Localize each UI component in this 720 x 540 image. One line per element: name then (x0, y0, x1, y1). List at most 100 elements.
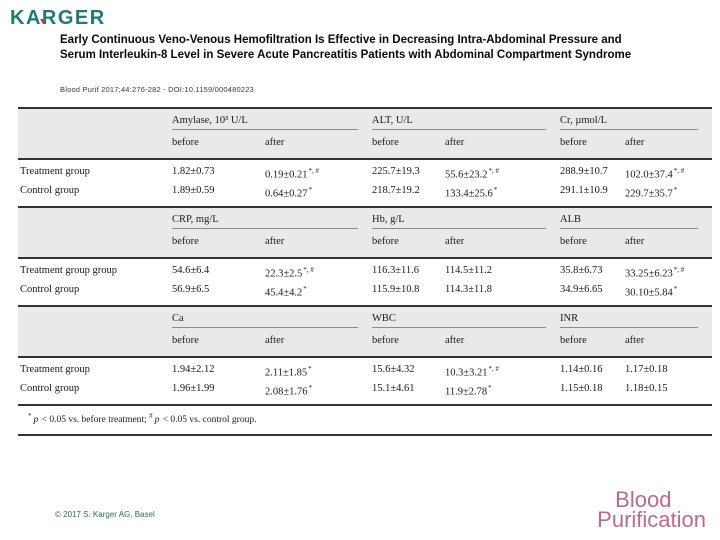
significance-marker: *, # (488, 365, 500, 373)
significance-marker: * (308, 185, 313, 194)
subheader-after: after (445, 137, 465, 148)
value-text: 225.7±19.3 (372, 166, 420, 177)
footnote-p-symbol: p (33, 415, 39, 426)
value-cell: 45.4±4.2* (265, 282, 372, 301)
column-group-header: ALB (560, 214, 698, 229)
value-cell: 15.6±4.32 (372, 362, 445, 381)
value-text: 115.9±10.8 (372, 283, 420, 295)
empty-corner-cell (18, 313, 172, 335)
subheader-before: before (560, 236, 587, 247)
empty-corner-cell (18, 115, 172, 137)
significance-marker: * (303, 284, 307, 293)
column-group-cell: ALB (560, 214, 712, 236)
value-text: 33.25±6.23 (625, 268, 673, 280)
subheader-before: before (560, 137, 587, 148)
subheader-before: before (560, 335, 587, 346)
value-text: 288.9±10.7 (560, 166, 608, 177)
column-group-header: Amylase, 10³ U/L (172, 115, 358, 130)
copyright-text: © 2017 S. Karger AG, Basel (55, 510, 155, 519)
table-section-body: Treatment group 1.94±2.12 2.11±1.85* 15.6±4… (18, 356, 712, 404)
value-text: 15.6±4.32 (372, 364, 415, 375)
subheader-row: before after before after before after (18, 236, 712, 257)
table-section-header-band: Amylase, 10³ U/L ALT, U/L Cr, µmol/L before… (18, 107, 712, 158)
empty-corner-cell (18, 214, 172, 236)
empty-corner-cell (18, 137, 172, 158)
column-group-header: Ca (172, 313, 358, 328)
significance-marker: * (493, 185, 498, 194)
value-text: 114.5±11.2 (445, 265, 492, 276)
column-group-row: CRP, mg/L Hb, g/L ALB (18, 208, 712, 236)
column-group-row: Amylase, 10³ U/L ALT, U/L Cr, µmol/L (18, 109, 712, 137)
value-cell: 133.4±25.6* (445, 183, 560, 202)
column-group-header: WBC (372, 313, 546, 328)
subheader-before: before (172, 137, 199, 148)
significance-marker: * (488, 383, 492, 392)
value-text: 2.08±1.76 (265, 386, 308, 397)
table-section-header-band: Ca WBC INR before after before after before afte… (18, 305, 712, 356)
subheader-after: after (265, 335, 285, 346)
value-cell: 33.25±6.23*, # (625, 263, 712, 282)
subheader-before: before (372, 137, 399, 148)
value-cell: 35.8±6.73 (560, 263, 625, 282)
column-group-header: Cr, µmol/L (560, 115, 698, 130)
value-text: 0.64±0.27 (265, 188, 308, 199)
significance-marker: * (673, 185, 678, 194)
value-text: 1.17±0.18 (625, 364, 668, 375)
value-cell: 34.9±6.65 (560, 282, 625, 301)
value-text: 218.7±19.2 (372, 184, 420, 196)
significance-marker: * (308, 365, 312, 373)
row-label: Control group (20, 382, 80, 394)
table-footnote: * p < 0.05 vs. before treatment; # p < 0.0… (18, 404, 712, 437)
subheader-after: after (265, 137, 285, 148)
value-text: 229.7±35.7 (625, 188, 673, 199)
significance-marker: *, # (488, 167, 500, 175)
value-text: 102.0±37.4 (625, 169, 673, 181)
table-row: Treatment group group 54.6±6.4 22.3±2.5*, … (18, 263, 712, 282)
column-group-row: Ca WBC INR (18, 307, 712, 335)
subheader-after: after (625, 137, 645, 148)
value-cell: 288.9±10.7 (560, 164, 625, 183)
value-cell: 1.82±0.73 (172, 164, 265, 183)
value-cell: 229.7±35.7* (625, 183, 712, 202)
value-text: 1.18±0.15 (625, 382, 668, 394)
value-cell: 10.3±3.21*, # (445, 362, 560, 381)
value-text: 0.19±0.21 (265, 169, 308, 181)
significance-marker: *, # (673, 167, 685, 175)
footnote-text-2: < 0.05 vs. control group. (160, 415, 257, 426)
citation-doi: Blood Purif 2017;44:276-282 - DOI:10.115… (60, 85, 254, 94)
value-cell: 102.0±37.4*, # (625, 164, 712, 183)
value-text: 15.1±4.61 (372, 382, 415, 394)
value-text: 1.14±0.16 (560, 364, 603, 375)
value-text: 2.11±1.85 (265, 367, 308, 379)
subheader-row: before after before after before after (18, 335, 712, 356)
row-label: Control group (20, 184, 80, 196)
value-text: 1.94±2.12 (172, 364, 215, 375)
value-text: 133.4±25.6 (445, 188, 493, 199)
value-cell: 115.9±10.8 (372, 282, 445, 301)
table-row: Control group 1.89±0.59 0.64±0.27* 218.7±19… (18, 183, 712, 202)
slide-title: Early Continuous Veno-Venous Hemofiltrat… (60, 34, 632, 62)
value-text: 56.9±6.5 (172, 283, 210, 295)
column-group-header: ALT, U/L (372, 115, 546, 130)
column-group-cell: Amylase, 10³ U/L (172, 115, 372, 137)
table-section-header-band: CRP, mg/L Hb, g/L ALB before after before afte… (18, 206, 712, 257)
value-text: 1.82±0.73 (172, 166, 215, 177)
subheader-after: after (265, 236, 285, 247)
table-section-body: Treatment group 1.82±0.73 0.19±0.21*, #225… (18, 158, 712, 206)
footnote-text-1: < 0.05 vs. before treatment; (39, 415, 150, 426)
value-cell: 291.1±10.9 (560, 183, 625, 202)
subheader-after: after (625, 236, 645, 247)
column-group-cell: WBC (372, 313, 560, 335)
row-label: Treatment group (20, 166, 90, 177)
subheader-before: before (372, 335, 399, 346)
table-row: Treatment group 1.94±2.12 2.11±1.85* 15.6±4… (18, 362, 712, 381)
significance-marker: *, # (308, 167, 320, 175)
subheader-after: after (445, 236, 465, 247)
row-label: Control group (20, 283, 80, 295)
significance-marker: *, # (673, 266, 685, 274)
subheader-before: before (172, 335, 199, 346)
table-section-body: Treatment group group 54.6±6.4 22.3±2.5*, … (18, 257, 712, 305)
value-text: 1.96±1.99 (172, 382, 215, 394)
significance-marker: * (673, 284, 678, 293)
